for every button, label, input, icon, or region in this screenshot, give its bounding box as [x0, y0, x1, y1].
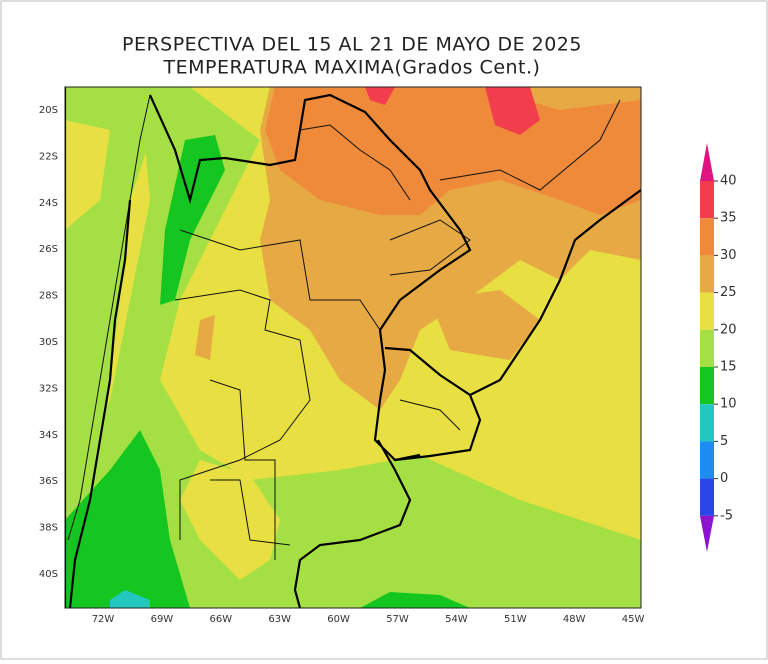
lat-label: 40S — [39, 569, 58, 580]
lat-label: 30S — [39, 337, 58, 348]
colorbar-label: 30 — [720, 248, 737, 263]
colorbar-band — [700, 218, 714, 256]
lon-labels: 72W 69W 66W 63W 60W 57W 54W 51W 48W 45W — [92, 614, 645, 625]
lon-label: 45W — [622, 614, 645, 625]
lat-label: 20S — [39, 105, 58, 116]
title-line1: PERSPECTIVA DEL 15 AL 21 DE MAYO DE 2025 — [122, 34, 582, 56]
lon-label: 69W — [151, 614, 174, 625]
lat-labels: 20S 22S 24S 26S 28S 30S 32S 34S 36S 38S 40S — [39, 105, 58, 580]
colorbar-band — [700, 367, 714, 405]
colorbar-label: 35 — [720, 211, 737, 226]
colorbar-band — [700, 441, 714, 479]
colorbar-label: 15 — [720, 360, 737, 375]
colorbar-label: 20 — [720, 322, 737, 337]
colorbar-top — [700, 143, 714, 181]
lon-label: 63W — [268, 614, 291, 625]
lat-label: 24S — [39, 198, 58, 209]
lon-label: 54W — [445, 614, 468, 625]
colorbar-label: 40 — [720, 174, 737, 189]
lat-label: 22S — [39, 151, 58, 162]
map — [65, 87, 641, 608]
map-frame — [64, 86, 642, 609]
lon-label: 57W — [386, 614, 409, 625]
lat-label: 36S — [39, 476, 58, 487]
lon-label: 66W — [209, 614, 232, 625]
colorbar-band — [700, 292, 714, 330]
colorbar-band — [700, 181, 714, 219]
lat-label: 26S — [39, 244, 58, 255]
lon-label: 72W — [92, 614, 115, 625]
lon-label: 51W — [504, 614, 527, 625]
title-line2: TEMPERATURA MAXIMA(Grados Cent.) — [163, 57, 541, 79]
lat-label: 38S — [39, 523, 58, 534]
colorbar-label: 0 — [720, 471, 728, 486]
colorbar-label: -5 — [720, 508, 733, 523]
colorbar: 40 35 30 25 20 15 10 5 0 -5 — [700, 143, 737, 552]
colorbar-label: 5 — [720, 434, 728, 449]
lon-label: 48W — [563, 614, 586, 625]
colorbar-band — [700, 404, 714, 442]
colorbar-band — [700, 478, 714, 516]
lat-label: 32S — [39, 383, 58, 394]
colorbar-bottom — [700, 515, 714, 552]
lat-label: 34S — [39, 430, 58, 441]
colorbar-label: 25 — [720, 285, 737, 300]
lat-label: 28S — [39, 291, 58, 302]
colorbar-band — [700, 329, 714, 367]
colorbar-band — [700, 255, 714, 293]
lon-label: 60W — [327, 614, 350, 625]
colorbar-label: 10 — [720, 397, 737, 412]
